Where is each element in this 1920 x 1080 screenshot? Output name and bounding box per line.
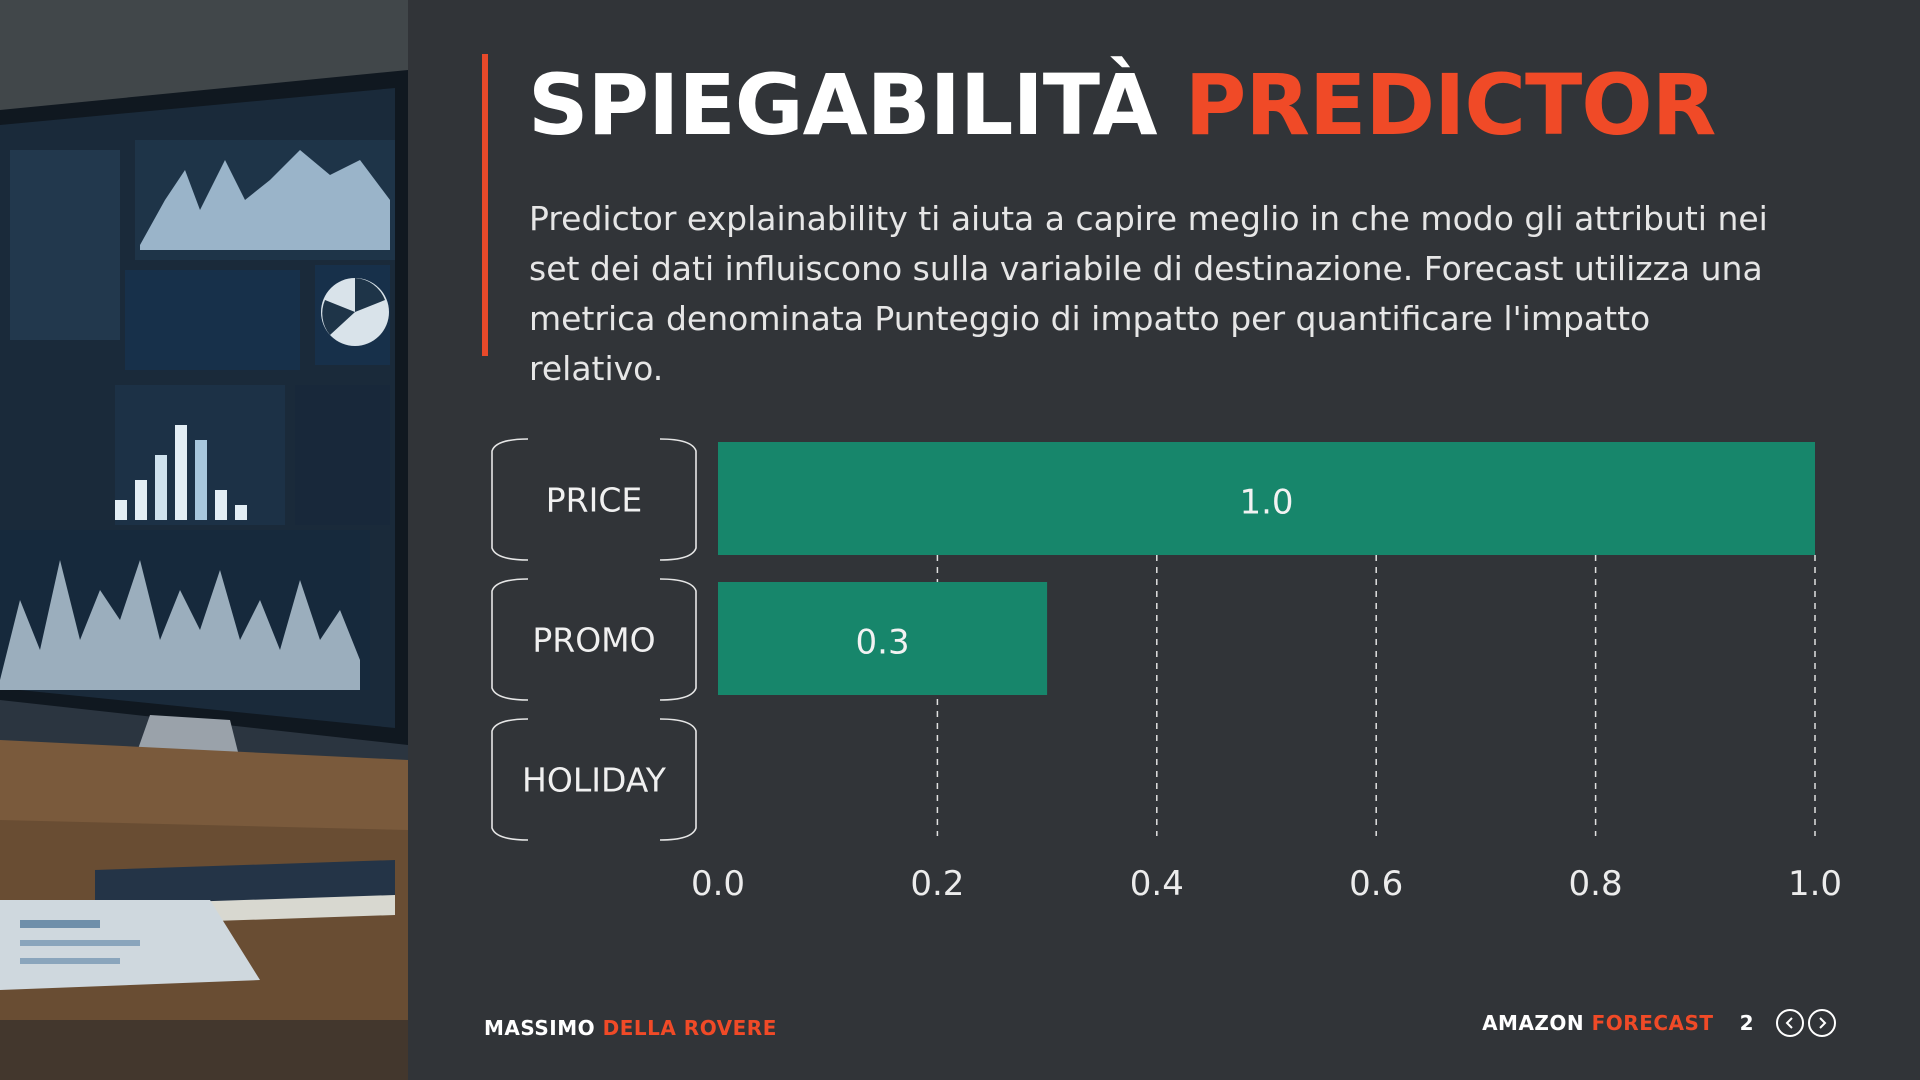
footer-right: AMAZON FORECAST 2 [1482, 1009, 1836, 1037]
slide-title: SPIEGABILITÀ PREDICTOR [528, 56, 1717, 154]
previous-slide-button[interactable] [1776, 1009, 1804, 1037]
title-main: SPIEGABILITÀ [528, 56, 1157, 154]
category-label: PRICE [546, 481, 642, 520]
x-tick-label: 0.8 [1569, 864, 1623, 904]
bar-value-label: 0.3 [856, 623, 910, 663]
next-slide-button[interactable] [1808, 1009, 1836, 1037]
dashboard-photo [0, 0, 408, 1080]
bar-price [718, 442, 1815, 555]
category-label-box: HOLIDAY [491, 718, 697, 841]
product-last: FORECAST [1591, 1011, 1714, 1035]
page-number: 2 [1739, 1011, 1754, 1035]
author-last-name: DELLA ROVERE [602, 1016, 777, 1040]
category-label: PROMO [532, 621, 655, 660]
x-tick-label: 0.4 [1130, 864, 1184, 904]
chevron-right-icon [1819, 1017, 1827, 1029]
bar-promo [718, 582, 1048, 695]
category-label: HOLIDAY [522, 761, 667, 800]
product-name: AMAZON FORECAST [1482, 1011, 1714, 1035]
title-highlight: PREDICTOR [1184, 56, 1717, 154]
product-first: AMAZON [1482, 1011, 1585, 1035]
x-tick-label: 0.6 [1349, 864, 1403, 904]
chevron-left-icon [1785, 1017, 1793, 1029]
x-tick-label: 1.0 [1788, 864, 1842, 904]
x-tick-label: 0.0 [691, 864, 745, 904]
title-accent-bar [482, 54, 488, 356]
category-label-box: PROMO [491, 578, 697, 701]
x-tick-label: 0.2 [910, 864, 964, 904]
slide-description: Predictor explainability ti aiuta a capi… [529, 199, 1768, 388]
bar-value-label: 1.0 [1239, 483, 1293, 523]
category-label-box: PRICE [491, 438, 697, 561]
author-name: MASSIMO DELLA ROVERE [484, 1016, 777, 1040]
author-first-name: MASSIMO [484, 1016, 596, 1040]
